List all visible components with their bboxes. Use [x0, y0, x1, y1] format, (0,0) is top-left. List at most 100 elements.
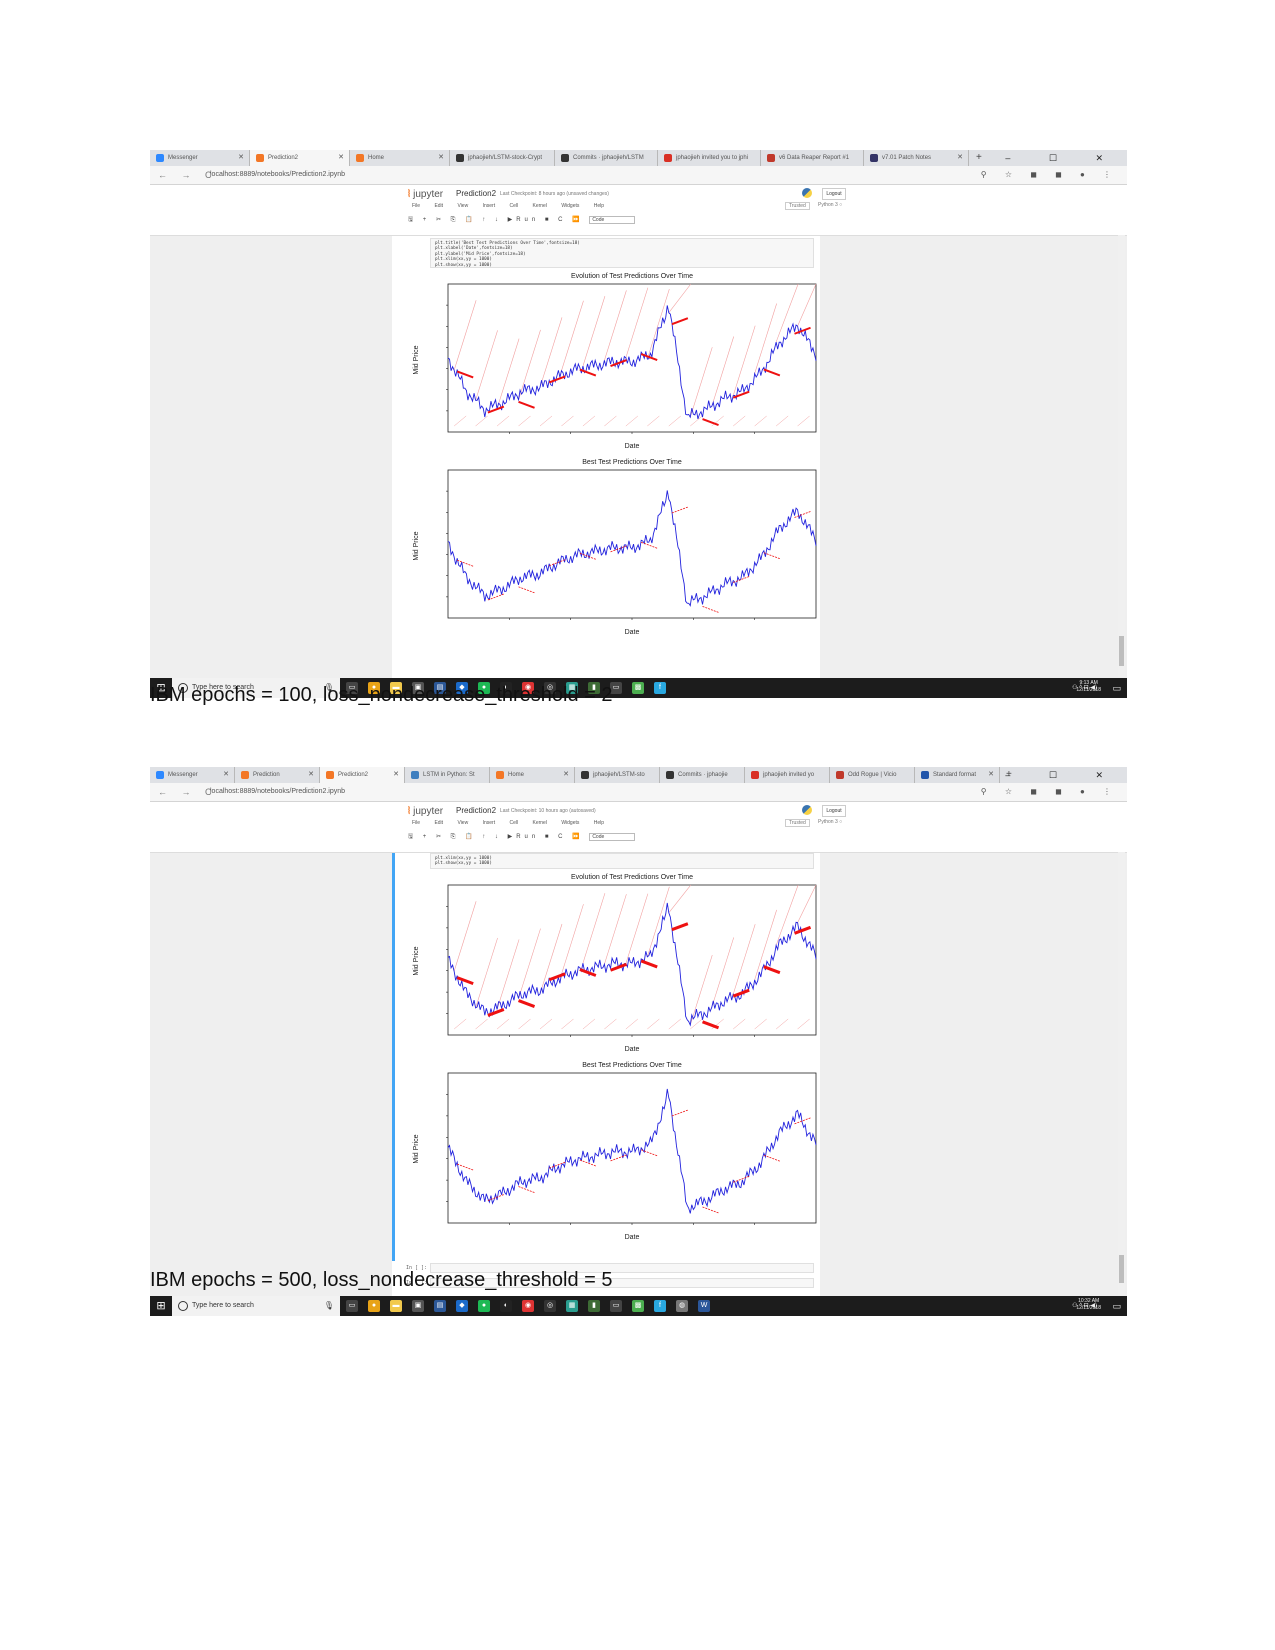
empty-code-cell[interactable]: [430, 1263, 814, 1273]
file-explorer-icon[interactable]: ▬: [390, 1300, 402, 1312]
word-icon[interactable]: W: [698, 1300, 710, 1312]
nav-buttons[interactable]: ← → C: [158, 787, 218, 797]
app-icon[interactable]: ▣: [412, 682, 424, 694]
cell-type-select[interactable]: Code: [589, 216, 636, 224]
app-icon[interactable]: ▤: [434, 682, 446, 694]
page-scrollbar[interactable]: [1118, 852, 1125, 1295]
notebook-title[interactable]: Prediction2: [456, 806, 497, 815]
tab-patch-notes[interactable]: v7.01 Patch Notes ✕: [864, 150, 969, 166]
notebook-title[interactable]: Prediction2: [456, 189, 497, 198]
spotify-icon[interactable]: ●: [478, 682, 490, 694]
windows-start-icon[interactable]: ⊞: [156, 682, 166, 694]
app-icon[interactable]: ◉: [522, 1300, 534, 1312]
tab-github-repo[interactable]: jphaojieh/LSTM-sto: [575, 767, 660, 783]
url-field[interactable]: localhost:8889/notebooks/Prediction2.ipy…: [210, 788, 346, 795]
tab-standard-format[interactable]: Standard format ✕: [915, 767, 1000, 783]
close-tab-icon[interactable]: ✕: [338, 154, 344, 161]
close-tab-icon[interactable]: ✕: [438, 154, 444, 161]
app-icon[interactable]: ◍: [676, 1300, 688, 1312]
tab-prediction2[interactable]: Prediction2 ✕: [320, 767, 405, 783]
spotify-icon[interactable]: ●: [478, 1300, 490, 1312]
logout-button[interactable]: Logout: [822, 805, 846, 817]
window-controls[interactable]: – ☐ ✕: [1005, 770, 1121, 780]
tab-lstm-python[interactable]: LSTM in Python: St: [405, 767, 490, 783]
new-tab-button[interactable]: +: [976, 152, 982, 163]
app-icon[interactable]: ▦: [566, 682, 578, 694]
scrollbar-thumb[interactable]: [1119, 1255, 1124, 1283]
steam-icon[interactable]: ◆: [456, 1300, 468, 1312]
taskbar-search[interactable]: Type here to search 🎙: [172, 1296, 340, 1316]
tab-messenger[interactable]: Messenger ✕: [150, 767, 235, 783]
tab-odd-rogue[interactable]: Odd Rogue | Vicio: [830, 767, 915, 783]
notebook-toolbar[interactable]: 🖫 + ✂ ⎘ 📋 ↑ ↓ ▶Run ■ C ⏩ Code: [408, 832, 636, 842]
system-tray[interactable]: ⚇ ^ ⊟ ◀): [1072, 685, 1097, 691]
tab-prediction[interactable]: Prediction ✕: [235, 767, 320, 783]
tab-github-commits[interactable]: Commits · jphaojieh/LSTM: [555, 150, 658, 166]
app-icon[interactable]: ▩: [632, 682, 644, 694]
tab-gmail[interactable]: jphaojieh invited you to jphi: [658, 150, 761, 166]
nav-buttons[interactable]: ← → C: [158, 170, 218, 180]
notebook-menu[interactable]: File Edit View Insert Cell Kernel Widget…: [412, 203, 605, 209]
tab-messenger[interactable]: Messenger ✕: [150, 150, 250, 166]
app-icon[interactable]: ▣: [412, 1300, 424, 1312]
window-controls[interactable]: – ☐ ✕: [1005, 153, 1121, 163]
jupyter-logo[interactable]: ⦚ jupyter: [408, 806, 444, 817]
app-icon[interactable]: ▮: [588, 682, 600, 694]
url-field[interactable]: localhost:8889/notebooks/Prediction2.ipy…: [210, 171, 346, 178]
jupyter-logo[interactable]: ⦚ jupyter: [408, 189, 444, 200]
app-icon[interactable]: ◐: [500, 1300, 512, 1312]
app-icon[interactable]: ◎: [544, 1300, 556, 1312]
app-icon[interactable]: ▦: [566, 1300, 578, 1312]
close-tab-icon[interactable]: ✕: [223, 771, 229, 778]
task-view-icon[interactable]: ▭: [346, 1300, 358, 1312]
code-cell[interactable]: plt.xlim(xx,yy = 1000) plt.show(xx,yy = …: [430, 853, 814, 869]
close-tab-icon[interactable]: ✕: [957, 154, 963, 161]
notification-icon[interactable]: ▭: [1112, 683, 1121, 693]
app-icon[interactable]: ◉: [522, 682, 534, 694]
taskbar-clock[interactable]: 10:32 AM 12/11/2018: [1076, 1298, 1101, 1311]
app-icon[interactable]: ▭: [610, 682, 622, 694]
app-icon[interactable]: ▭: [610, 1300, 622, 1312]
app-icon[interactable]: f: [654, 682, 666, 694]
tab-prediction2[interactable]: Prediction2 ✕: [250, 150, 350, 166]
close-tab-icon[interactable]: ✕: [988, 771, 994, 778]
close-tab-icon[interactable]: ✕: [238, 154, 244, 161]
file-explorer-icon[interactable]: ▬: [390, 682, 402, 694]
tab-home[interactable]: Home ✕: [490, 767, 575, 783]
tab-github-repo[interactable]: jphaojieh/LSTM-stock-Crypt: [450, 150, 555, 166]
tab-gmail[interactable]: jphaojieh invited yo: [745, 767, 830, 783]
notebook-toolbar[interactable]: 🖫 + ✂ ⎘ 📋 ↑ ↓ ▶Run ■ C ⏩ Code: [408, 215, 636, 225]
page-scrollbar[interactable]: [1118, 235, 1125, 677]
empty-code-cell[interactable]: [430, 1278, 814, 1288]
task-view-icon[interactable]: ▭: [346, 682, 358, 694]
trusted-badge[interactable]: Trusted: [785, 202, 810, 210]
extension-icons[interactable]: ⚲ ☆ ◼ ◼ ● ⋮: [980, 170, 1119, 179]
cell-type-select[interactable]: Code: [589, 833, 636, 841]
logout-button[interactable]: Logout: [822, 188, 846, 200]
steam-icon[interactable]: ◆: [456, 682, 468, 694]
scrollbar-thumb[interactable]: [1119, 636, 1124, 666]
app-icon[interactable]: ▮: [588, 1300, 600, 1312]
close-tab-icon[interactable]: ✕: [308, 771, 314, 778]
tab-github-commits[interactable]: Commits · jphaojie: [660, 767, 745, 783]
windows-start-icon[interactable]: ⊞: [156, 1300, 166, 1312]
tab-home[interactable]: Home ✕: [350, 150, 450, 166]
chrome-icon[interactable]: ●: [368, 682, 380, 694]
microphone-icon[interactable]: 🎙: [323, 1301, 334, 1310]
tab-data-reaper[interactable]: v6 Data Reaper Report #1: [761, 150, 864, 166]
app-icon[interactable]: ▩: [632, 1300, 644, 1312]
system-tray[interactable]: ⚇ ^ ⊟ ◀): [1072, 1303, 1097, 1309]
chrome-icon[interactable]: ●: [368, 1300, 380, 1312]
notebook-menu[interactable]: File Edit View Insert Cell Kernel Widget…: [412, 820, 605, 826]
taskbar-clock[interactable]: 9:13 AM 12/11/2018: [1076, 680, 1101, 693]
microphone-icon[interactable]: 🎙: [323, 683, 334, 692]
app-icon[interactable]: f: [654, 1300, 666, 1312]
code-cell[interactable]: plt.title('Best Test Predictions Over Ti…: [430, 238, 814, 268]
close-tab-icon[interactable]: ✕: [393, 771, 399, 778]
taskbar-search[interactable]: Type here to search 🎙: [172, 678, 340, 698]
extension-icons[interactable]: ⚲ ☆ ◼ ◼ ● ⋮: [980, 787, 1119, 796]
app-icon[interactable]: ◎: [544, 682, 556, 694]
trusted-badge[interactable]: Trusted: [785, 819, 810, 827]
new-tab-button[interactable]: +: [1006, 769, 1012, 780]
app-icon[interactable]: ▤: [434, 1300, 446, 1312]
